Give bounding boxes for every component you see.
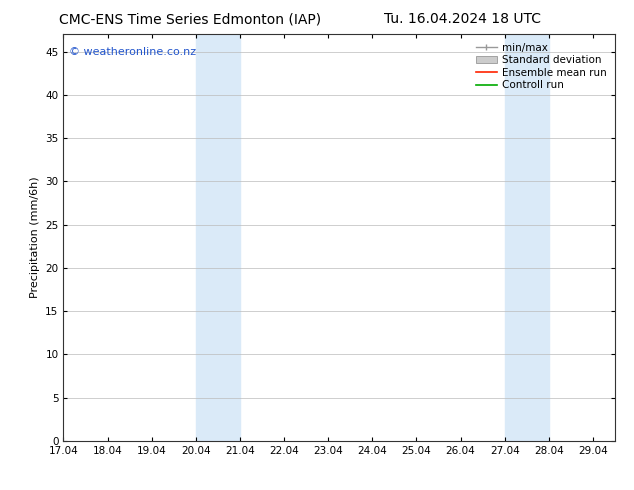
Y-axis label: Precipitation (mm/6h): Precipitation (mm/6h) [30,177,40,298]
Bar [505,34,549,441]
Legend: min/max, Standard deviation, Ensemble mean run, Controll run: min/max, Standard deviation, Ensemble me… [473,40,610,94]
Text: © weatheronline.co.nz: © weatheronline.co.nz [69,47,196,56]
Text: CMC-ENS Time Series Edmonton (IAP): CMC-ENS Time Series Edmonton (IAP) [59,12,321,26]
Bar [196,34,240,441]
Text: Tu. 16.04.2024 18 UTC: Tu. 16.04.2024 18 UTC [384,12,541,26]
